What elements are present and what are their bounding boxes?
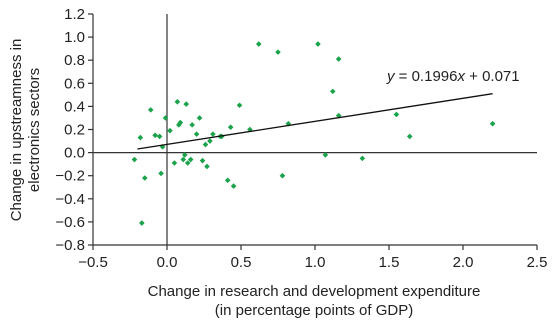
data-point xyxy=(158,170,164,177)
data-point xyxy=(189,122,195,128)
x-axis-title-line1: Change in research and development expen… xyxy=(148,283,481,300)
data-point xyxy=(279,172,286,179)
x-tick-label: 0.0 xyxy=(157,254,178,271)
data-point xyxy=(199,157,206,164)
data-point xyxy=(322,152,329,158)
data-point xyxy=(393,111,400,118)
data-point xyxy=(236,102,243,109)
data-point xyxy=(335,56,342,62)
data-point xyxy=(275,49,281,55)
equation-x-var: x xyxy=(456,68,465,85)
trend-line xyxy=(137,93,493,150)
equation-coefficient: = 0.1996 xyxy=(395,68,458,85)
data-point xyxy=(152,132,158,139)
data-point xyxy=(335,112,342,119)
data-point xyxy=(207,138,213,144)
data-point xyxy=(177,119,184,126)
data-point xyxy=(137,134,144,141)
data-point xyxy=(204,163,210,170)
y-tick-label: −0.2 xyxy=(55,168,85,185)
data-point xyxy=(131,156,138,163)
y-tick-label: −0.8 xyxy=(55,237,85,254)
data-point xyxy=(202,141,209,148)
equation-y-var: y xyxy=(386,68,396,85)
x-tick-label: 1.0 xyxy=(305,254,326,271)
x-axis-title-line2: (in percentage points of GDP) xyxy=(215,302,413,319)
data-point xyxy=(183,101,190,107)
data-point xyxy=(315,41,321,47)
data-point xyxy=(196,115,203,121)
y-tick-label: 0.2 xyxy=(64,122,85,139)
y-tick-label: 0.8 xyxy=(64,52,85,69)
data-point xyxy=(489,120,496,127)
y-axis-title-line2: electronics sectors xyxy=(26,68,43,192)
data-point xyxy=(142,175,148,181)
data-point xyxy=(255,41,262,47)
x-tick-label: 2.0 xyxy=(453,254,474,271)
data-point xyxy=(359,155,366,162)
data-point xyxy=(230,183,237,189)
data-point xyxy=(139,220,145,226)
data-point xyxy=(180,156,187,163)
y-tick-label: 1.2 xyxy=(64,6,85,23)
data-point xyxy=(227,124,234,130)
equation-intercept: + 0.071 xyxy=(465,68,520,85)
data-point xyxy=(193,131,200,137)
data-point xyxy=(406,133,413,140)
data-point xyxy=(156,133,163,140)
x-tick-label: −0.5 xyxy=(78,254,108,271)
regression-equation: y = 0.1996x + 0.071 xyxy=(386,68,520,85)
y-tick-label: −0.6 xyxy=(55,214,85,231)
y-tick-label: 0.6 xyxy=(64,75,85,92)
data-point xyxy=(210,131,216,137)
data-point xyxy=(187,156,194,163)
data-point xyxy=(167,127,173,134)
data-point xyxy=(224,177,231,184)
x-tick-label: 1.5 xyxy=(379,254,400,271)
x-tick-label: 2.5 xyxy=(527,254,548,271)
y-tick-label: −0.4 xyxy=(55,191,85,208)
data-point xyxy=(329,88,336,95)
tick-labels: −0.8 −0.6 −0.4 −0.2 0.0 0.2 0.4 0.6 0.8 1.0 1.2 −0.… xyxy=(55,6,547,271)
y-tick-label: 0.0 xyxy=(64,145,85,162)
x-tick-label: 0.5 xyxy=(231,254,252,271)
data-point xyxy=(184,160,191,166)
data-point xyxy=(174,98,181,105)
data-point xyxy=(162,115,169,121)
y-axis-title-line1: Change in upstreamness in xyxy=(8,39,25,222)
y-tick-label: 1.0 xyxy=(64,29,85,46)
data-point xyxy=(171,160,178,166)
axes xyxy=(88,13,538,250)
data-point xyxy=(181,152,188,158)
y-tick-label: 0.4 xyxy=(64,98,85,115)
data-points xyxy=(131,41,496,226)
data-point xyxy=(147,107,154,113)
